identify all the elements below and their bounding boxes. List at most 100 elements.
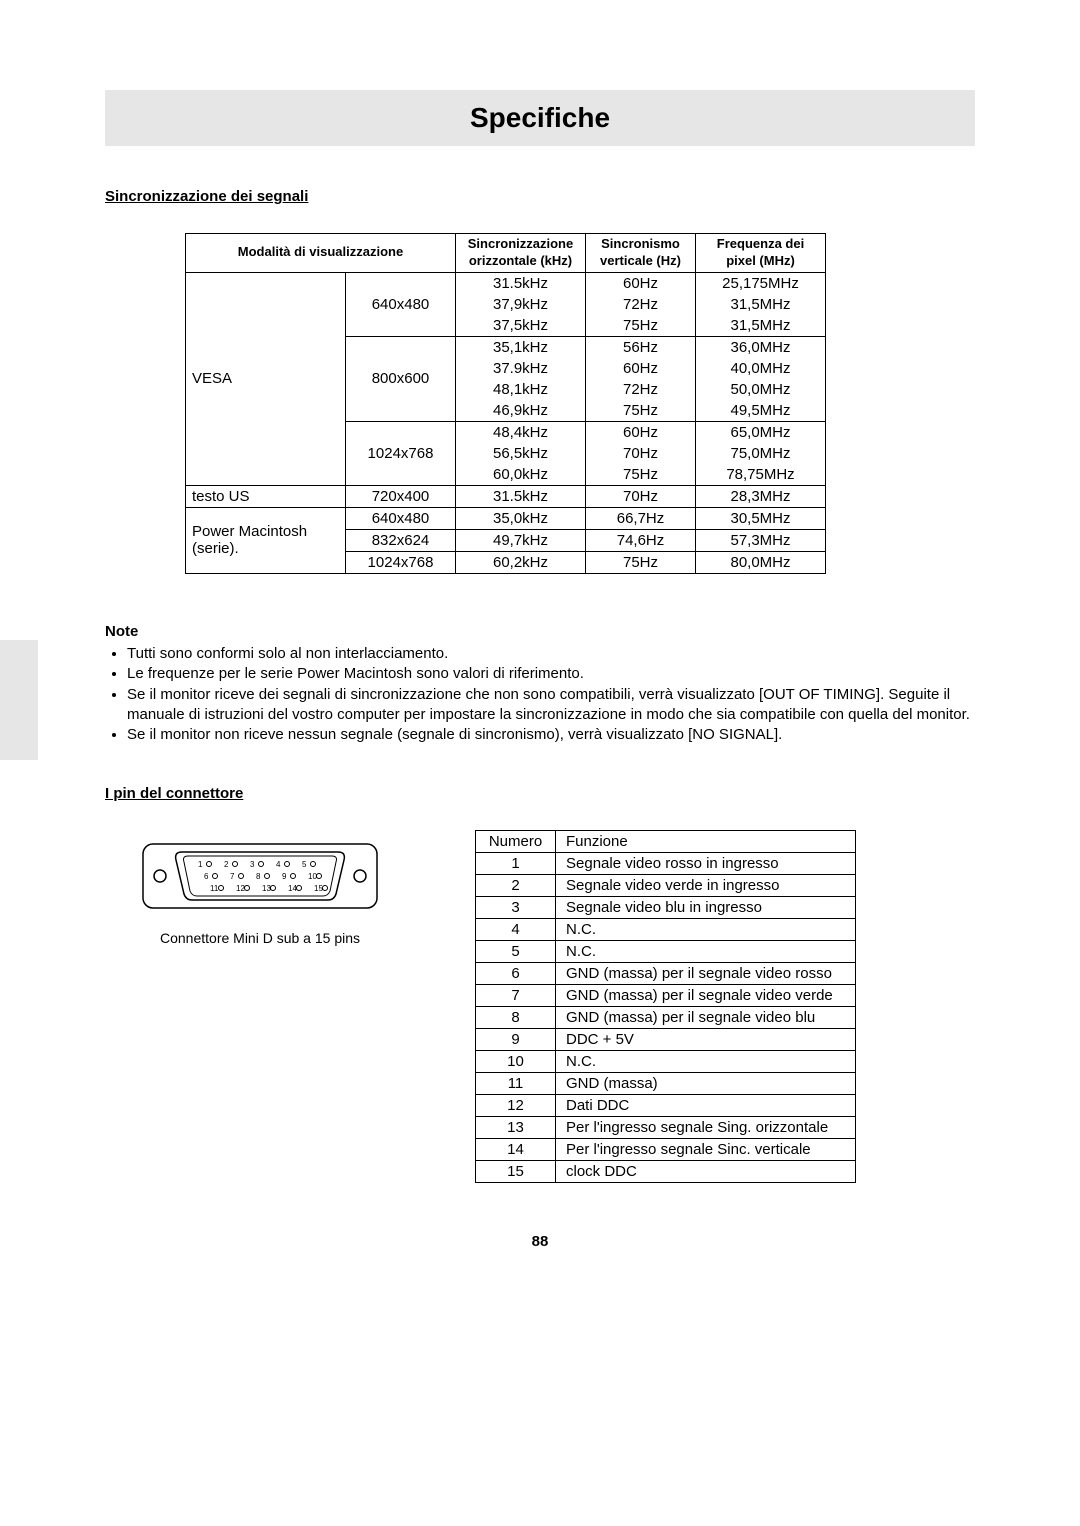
- pin-function-cell: Segnale video verde in ingresso: [556, 875, 856, 897]
- pin-hole-icon: [323, 886, 328, 891]
- value-cell: 75,0MHz: [696, 443, 826, 464]
- header-hsync-t2: orizzontale (kHz): [469, 253, 572, 268]
- value-cell: 31.5kHz: [456, 272, 586, 294]
- header-mode: Modalità di visualizzazione: [186, 234, 456, 273]
- pin-label: 13: [262, 884, 271, 893]
- value-cell: 66,7Hz: [586, 507, 696, 529]
- page-tab: [0, 640, 38, 760]
- note-item: Se il monitor non riceve nessun segnale …: [127, 725, 975, 745]
- pin-number-cell: 6: [476, 963, 556, 985]
- value-cell: 75Hz: [586, 551, 696, 573]
- header-vsync-t1: Sincronismo: [601, 236, 680, 251]
- value-cell: 30,5MHz: [696, 507, 826, 529]
- value-cell: 31,5MHz: [696, 294, 826, 315]
- value-cell: 46,9kHz: [456, 400, 586, 422]
- section-heading-pin: I pin del connettore: [105, 785, 975, 802]
- pin-number-cell: 8: [476, 1007, 556, 1029]
- pin-hole-icon: [245, 886, 250, 891]
- resolution-cell: 800x600: [346, 336, 456, 421]
- connector-row: 123456789101112131415 Connettore Mini D …: [105, 830, 975, 1183]
- pin-number-cell: 14: [476, 1139, 556, 1161]
- pin-label: 3: [250, 860, 255, 869]
- pin-hole-icon: [271, 886, 276, 891]
- sync-table: Modalità di visualizzazione Sincronizzaz…: [185, 233, 826, 574]
- header-pixel: Frequenza dei pixel (MHz): [696, 234, 826, 273]
- pin-hole-icon: [311, 862, 316, 867]
- pin-hole-icon: [239, 874, 244, 879]
- mode-cell: Power Macintosh (serie).: [186, 507, 346, 573]
- header-mode-text: Modalità di visualizzazione: [238, 244, 403, 259]
- table-row: 5N.C.: [476, 941, 856, 963]
- pin-label: 9: [282, 872, 287, 881]
- connector-diagram: 123456789101112131415: [140, 836, 380, 916]
- pin-label: 8: [256, 872, 261, 881]
- pin-number-cell: 2: [476, 875, 556, 897]
- pin-header-num: Numero: [476, 831, 556, 853]
- value-cell: 36,0MHz: [696, 336, 826, 358]
- value-cell: 75Hz: [586, 400, 696, 422]
- header-hsync-t1: Sincronizzazione: [468, 236, 573, 251]
- resolution-cell: 832x624: [346, 529, 456, 551]
- resolution-cell: 1024x768: [346, 551, 456, 573]
- header-hsync: Sincronizzazione orizzontale (kHz): [456, 234, 586, 273]
- pin-hole-icon: [297, 886, 302, 891]
- table-row: 6GND (massa) per il segnale video rosso: [476, 963, 856, 985]
- note-block: Note Tutti sono conformi solo al non int…: [105, 622, 975, 746]
- value-cell: 37,5kHz: [456, 315, 586, 337]
- note-label: Note: [105, 622, 975, 642]
- pin-label: 4: [276, 860, 281, 869]
- pin-number-cell: 1: [476, 853, 556, 875]
- pin-number-cell: 11: [476, 1073, 556, 1095]
- note-item: Tutti sono conformi solo al non interlac…: [127, 644, 975, 664]
- pin-function-cell: Per l'ingresso segnale Sinc. verticale: [556, 1139, 856, 1161]
- value-cell: 37.9kHz: [456, 358, 586, 379]
- value-cell: 31,5MHz: [696, 315, 826, 337]
- pin-hole-icon: [213, 874, 218, 879]
- value-cell: 60Hz: [586, 272, 696, 294]
- value-cell: 50,0MHz: [696, 379, 826, 400]
- pin-label: 2: [224, 860, 229, 869]
- value-cell: 35,0kHz: [456, 507, 586, 529]
- table-row: 12Dati DDC: [476, 1095, 856, 1117]
- pin-number-cell: 10: [476, 1051, 556, 1073]
- note-list: Tutti sono conformi solo al non interlac…: [105, 644, 975, 745]
- note-item: Le frequenze per le serie Power Macintos…: [127, 664, 975, 684]
- value-cell: 60,0kHz: [456, 464, 586, 486]
- section-heading-sync: Sincronizzazione dei segnali: [105, 188, 975, 205]
- pin-label: 10: [308, 872, 317, 881]
- value-cell: 49,5MHz: [696, 400, 826, 422]
- table-row: 4N.C.: [476, 919, 856, 941]
- pin-function-cell: GND (massa) per il segnale video rosso: [556, 963, 856, 985]
- value-cell: 31.5kHz: [456, 485, 586, 507]
- pin-function-cell: N.C.: [556, 941, 856, 963]
- pin-hole-icon: [259, 862, 264, 867]
- value-cell: 60Hz: [586, 358, 696, 379]
- table-row: 14Per l'ingresso segnale Sinc. verticale: [476, 1139, 856, 1161]
- value-cell: 60,2kHz: [456, 551, 586, 573]
- value-cell: 35,1kHz: [456, 336, 586, 358]
- pin-label: 11: [210, 884, 219, 893]
- value-cell: 70Hz: [586, 485, 696, 507]
- table-row: 13Per l'ingresso segnale Sing. orizzonta…: [476, 1117, 856, 1139]
- table-row: VESA640x48031.5kHz60Hz25,175MHz: [186, 272, 826, 294]
- pin-number-cell: 9: [476, 1029, 556, 1051]
- value-cell: 37,9kHz: [456, 294, 586, 315]
- page-number: 88: [105, 1233, 975, 1250]
- pin-header-fun: Funzione: [556, 831, 856, 853]
- resolution-cell: 640x480: [346, 507, 456, 529]
- pin-number-cell: 4: [476, 919, 556, 941]
- pin-hole-icon: [317, 874, 322, 879]
- connector-caption: Connettore Mini D sub a 15 pins: [105, 930, 415, 946]
- pin-number-cell: 15: [476, 1161, 556, 1183]
- header-pixel-t2: pixel (MHz): [726, 253, 795, 268]
- value-cell: 74,6Hz: [586, 529, 696, 551]
- pin-label: 12: [236, 884, 245, 893]
- header-vsync: Sincronismo verticale (Hz): [586, 234, 696, 273]
- pin-hole-icon: [233, 862, 238, 867]
- pin-function-cell: Per l'ingresso segnale Sing. orizzontale: [556, 1117, 856, 1139]
- table-row: 3Segnale video blu in ingresso: [476, 897, 856, 919]
- value-cell: 60Hz: [586, 421, 696, 443]
- pin-hole-icon: [291, 874, 296, 879]
- pin-number-cell: 13: [476, 1117, 556, 1139]
- pin-hole-icon: [265, 874, 270, 879]
